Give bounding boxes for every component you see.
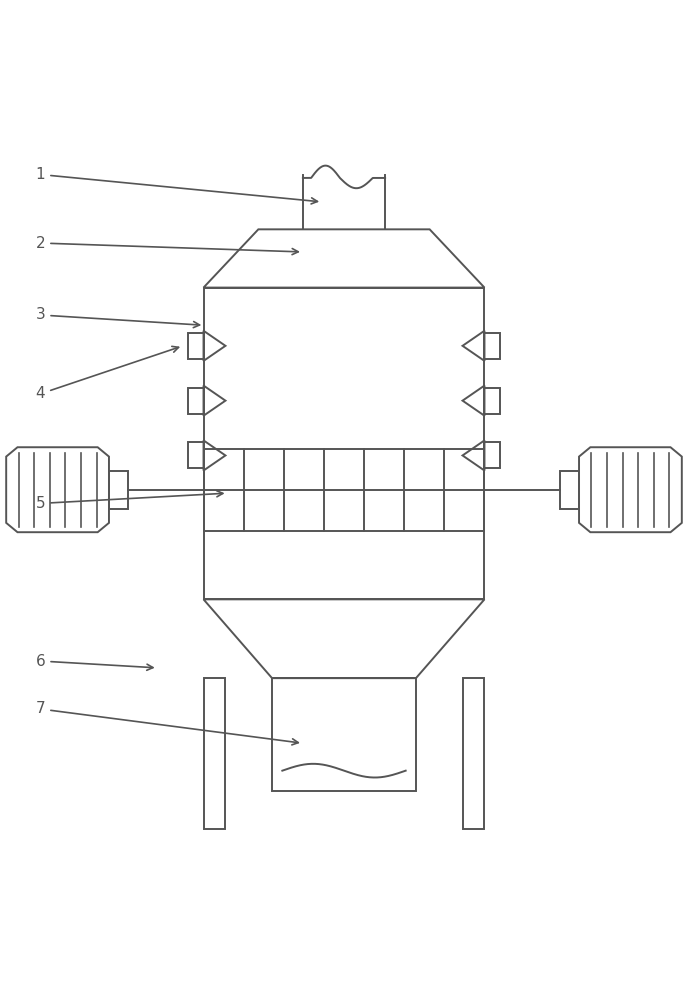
Text: 5: 5 [36,491,223,511]
Text: 3: 3 [36,307,200,328]
Bar [204,449,484,531]
Bar [484,388,499,414]
Text: 6: 6 [36,654,153,670]
Bar [484,442,499,468]
Text: 7: 7 [36,701,299,745]
Bar [560,471,579,509]
Bar [189,333,204,359]
Bar [204,678,226,829]
Text: 1: 1 [36,167,317,204]
Text: 4: 4 [36,346,179,401]
Bar [204,288,484,599]
Text: 2: 2 [36,236,299,255]
Bar [484,333,499,359]
Bar [272,678,416,791]
Bar [109,471,128,509]
Bar [462,678,484,829]
Bar [189,442,204,468]
Bar [189,388,204,414]
